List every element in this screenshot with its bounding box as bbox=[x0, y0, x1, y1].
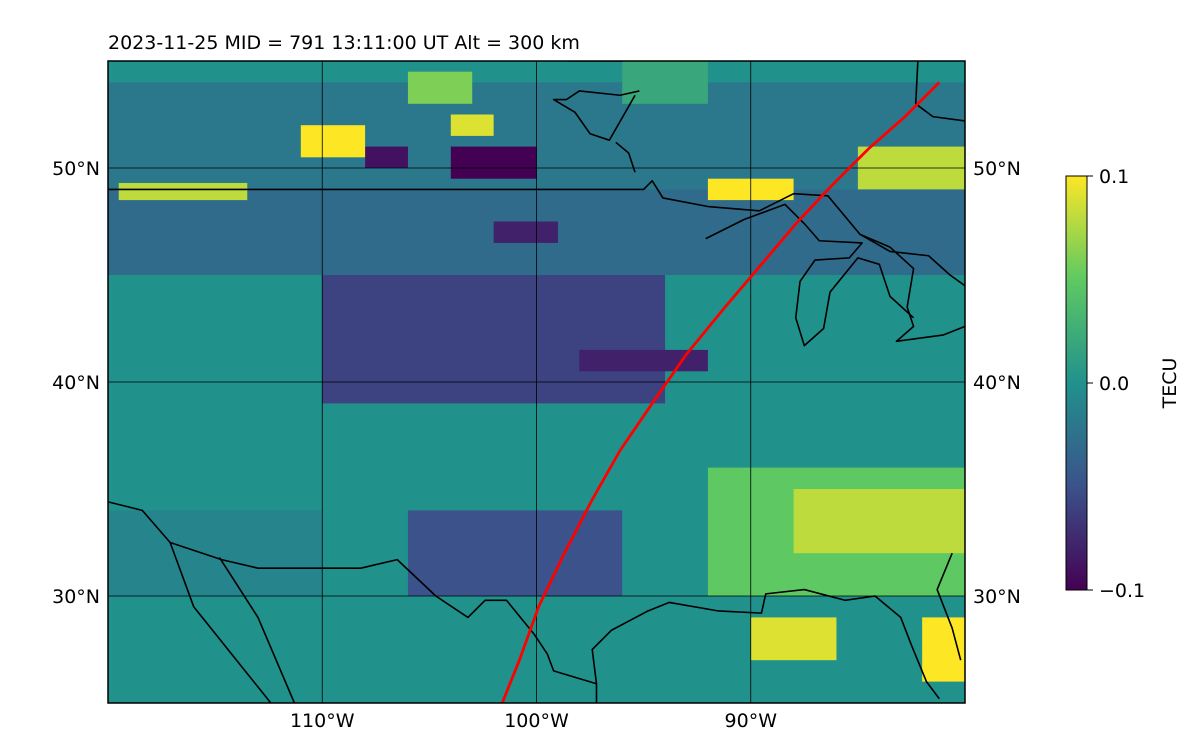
colorbar bbox=[1065, 175, 1088, 591]
map-frame bbox=[107, 60, 966, 704]
coastline bbox=[218, 557, 296, 703]
tec-patch bbox=[407, 510, 623, 596]
coastline bbox=[936, 552, 962, 661]
tec-patch bbox=[622, 61, 708, 104]
tec-patch bbox=[579, 349, 708, 372]
lon-tick-label: 90°W bbox=[725, 710, 778, 732]
coastline bbox=[169, 542, 272, 703]
lon-tick-label: 110°W bbox=[290, 710, 355, 732]
coastline bbox=[615, 141, 636, 173]
tec-patch bbox=[322, 275, 666, 404]
colorbar-tick-label: 0.0 bbox=[1099, 373, 1129, 395]
colorbar-label: TECU bbox=[1159, 358, 1181, 410]
tec-patch bbox=[118, 182, 248, 201]
lat-tick-label-right: 40°N bbox=[973, 372, 1021, 394]
tec-patch bbox=[300, 125, 366, 158]
coastline bbox=[552, 90, 640, 141]
tec-patch bbox=[750, 617, 837, 661]
colorbar-tick-label: −0.1 bbox=[1099, 580, 1145, 602]
coastline bbox=[705, 203, 915, 347]
map-gridlines bbox=[108, 61, 965, 703]
lat-tick-label-left: 50°N bbox=[52, 158, 100, 180]
tec-patch bbox=[108, 510, 323, 596]
coastlines bbox=[108, 61, 965, 703]
lon-tick-label: 100°W bbox=[504, 710, 569, 732]
coastline bbox=[108, 180, 965, 343]
tec-patch bbox=[450, 114, 494, 136]
lat-tick-label-left: 30°N bbox=[52, 586, 100, 608]
tec-patch bbox=[450, 146, 537, 179]
tec-patch bbox=[407, 71, 473, 104]
coastline bbox=[914, 61, 965, 122]
lat-tick-label-right: 30°N bbox=[973, 586, 1021, 608]
map-title: 2023-11-25 MID = 791 13:11:00 UT Alt = 3… bbox=[108, 32, 580, 54]
coastline bbox=[591, 588, 940, 700]
colorbar-ticks: 0.1 0.0 −0.1 bbox=[1087, 166, 1145, 602]
satellite-track bbox=[500, 81, 941, 703]
tec-patch bbox=[793, 489, 965, 554]
coastline bbox=[859, 233, 965, 287]
lat-tick-label-right: 50°N bbox=[973, 158, 1021, 180]
colorbar-tick-label: 0.1 bbox=[1099, 166, 1129, 188]
axis-ticks: 110°W 100°W 90°W 30°N 30°N 40°N 40°N 50°N 50°N bbox=[52, 158, 1021, 732]
coastline bbox=[108, 501, 598, 703]
tec-patch bbox=[493, 221, 558, 243]
lat-tick-label-left: 40°N bbox=[52, 372, 100, 394]
tec-patch bbox=[365, 146, 408, 168]
